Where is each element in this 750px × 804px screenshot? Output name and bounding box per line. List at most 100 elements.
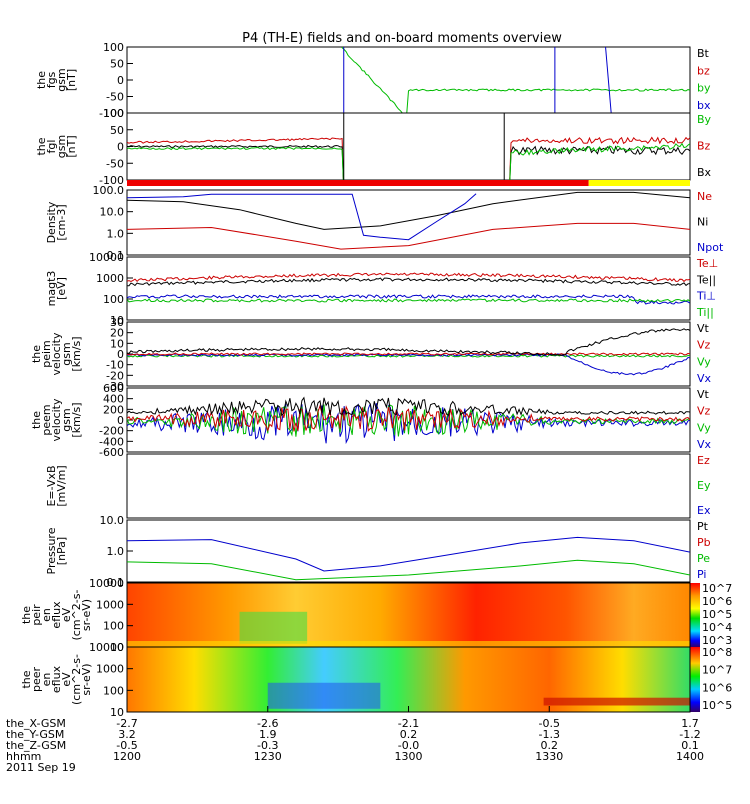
chart-title: P4 (TH-E) fields and on-board moments ov… [242, 31, 562, 46]
y-axis-label: [mV/m] [55, 465, 68, 506]
x-tick-label: 0.1 [681, 739, 699, 752]
colorbar-label: 10^3 [702, 634, 732, 647]
panel-peim: 3020100-10-20-30thepeimvelocitygsm[km/s]… [30, 316, 712, 393]
y-axis-label: gsm [55, 135, 68, 158]
series-by [127, 142, 690, 180]
panel-frame [126, 46, 691, 114]
legend-vx: Vx [697, 372, 712, 385]
y-axis-label: peem [40, 404, 53, 435]
series-group [127, 113, 690, 180]
peir-colorbar [690, 583, 700, 647]
x-tick-label: 3.2 [118, 728, 136, 741]
colorbar-label: 10^6 [702, 595, 732, 608]
x-tick-label: 1300 [395, 750, 423, 763]
y-tick-label: 100 [103, 107, 124, 120]
y-axis-label: [nT] [65, 135, 78, 157]
y-axis-label: E=-VxB [45, 465, 58, 506]
y-axis-label: the [30, 411, 43, 429]
y-axis-label: eV [60, 672, 73, 687]
y-axis-label: (cm^2-s- [70, 654, 83, 705]
x-tick-label: -0.5 [539, 717, 560, 730]
legend-pi: Pi [697, 568, 706, 581]
y-axis-label: eflux [50, 665, 63, 693]
legend-pb: Pb [697, 536, 711, 549]
panel-frame [126, 453, 691, 519]
y-axis-label: (cm^2-s- [70, 590, 83, 641]
series-vt [127, 328, 690, 356]
colorbar-label: 10^7 [702, 582, 732, 595]
x-tick-label: 1.7 [681, 717, 699, 730]
y-axis-label: eflux [50, 601, 63, 629]
legend-ne: Ne [697, 190, 712, 203]
legend-ti||: Ti|| [696, 306, 714, 319]
series-vz [127, 404, 690, 432]
y-axis-label: gsm [60, 408, 73, 431]
y-tick-label: 0 [117, 348, 124, 361]
colorbar-label: 10^5 [702, 699, 732, 712]
x-tick-label: -1.2 [679, 728, 700, 741]
y-tick-label: -600 [99, 446, 124, 459]
legend-vz: Vz [697, 339, 711, 352]
x-tick-label: -0.3 [257, 739, 278, 752]
series-te-par [127, 277, 690, 287]
series-bx [127, 144, 690, 180]
x-tick-label: -2.7 [116, 717, 137, 730]
y-axis-label: Pressure [45, 527, 58, 574]
series-bx [605, 47, 612, 113]
legend-by: by [697, 82, 711, 95]
y-tick-label: 1000 [96, 598, 124, 611]
panel-frame [126, 112, 691, 181]
panel-density: 100.0 10.0 1.0 0.1 Density[cm-3] Ne Ni Npot [45, 180, 724, 262]
x-tick-label: -1.3 [539, 728, 560, 741]
x-row-label: the_Y-GSM [6, 728, 64, 741]
y-axis-label: [nPa] [55, 537, 68, 565]
y-tick-label: 400 [103, 393, 124, 406]
legend-npot: Npot [697, 241, 724, 254]
series-ni [127, 191, 690, 230]
y-tick-label: 1000 [96, 663, 124, 676]
y-axis-label: peim [40, 340, 53, 368]
y-tick-label: -50 [106, 157, 124, 170]
legend-pt: Pt [697, 520, 709, 533]
y-axis-label: the [30, 345, 43, 363]
panels: 100500-50-100thefgsgsm[nT]Btbzbybx100500… [20, 41, 732, 719]
y-tick-label: -30 [106, 380, 124, 393]
colorbar-label: 10^5 [702, 608, 732, 621]
series-by [341, 47, 690, 113]
series-vy [127, 354, 690, 358]
series-vx [127, 353, 690, 376]
peer-high-flux-band [543, 697, 690, 706]
panel-frame [126, 256, 691, 321]
y-axis-label: peer [30, 667, 43, 693]
colorbar-label: 10^4 [702, 621, 732, 634]
series-te-perp [127, 272, 690, 283]
x-tick-label: 1.9 [259, 728, 277, 741]
peer-low-energy-patch [267, 682, 381, 709]
y-tick-label: 100 [103, 684, 124, 697]
x-tick-label: 1330 [535, 750, 563, 763]
mode-bar-slow [588, 180, 690, 186]
y-axis-label: [nT] [65, 69, 78, 91]
legend-te||: Te|| [696, 273, 716, 286]
y-tick-label: -200 [99, 425, 124, 438]
y-tick-label: 10 [110, 706, 124, 719]
y-axis-label: [eV] [55, 277, 68, 300]
series-vy [127, 404, 690, 437]
legend-ex: Ex [697, 504, 711, 517]
legend-vt: Vt [697, 388, 710, 401]
legend-vy: Vy [697, 421, 711, 434]
legend-bx: bx [697, 99, 711, 112]
y-axis-label: [km/s] [70, 402, 83, 437]
y-tick-label: 10 [110, 641, 124, 654]
series-group [127, 396, 690, 445]
y-axis-label: [km/s] [70, 336, 83, 371]
x-tick-label: 1230 [254, 750, 282, 763]
legend-bz: bz [697, 64, 710, 77]
y-axis-label: en [40, 673, 53, 687]
panel-frame [126, 189, 691, 256]
legend-pe: Pe [697, 552, 710, 565]
panel-frame [126, 519, 691, 583]
